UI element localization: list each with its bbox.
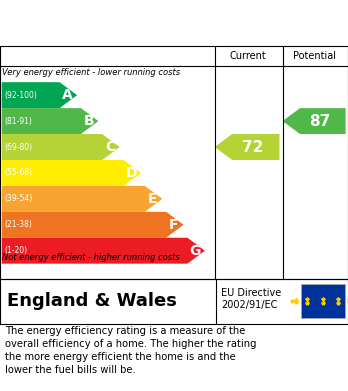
Text: B: B <box>84 114 94 128</box>
Text: Potential: Potential <box>293 51 337 61</box>
Text: 87: 87 <box>309 113 331 129</box>
Text: England & Wales: England & Wales <box>7 292 177 310</box>
Text: 72: 72 <box>243 140 264 154</box>
Text: Current: Current <box>230 51 266 61</box>
Text: (55-68): (55-68) <box>4 169 32 178</box>
Polygon shape <box>2 108 98 134</box>
Polygon shape <box>2 160 141 186</box>
Text: Energy Efficiency Rating: Energy Efficiency Rating <box>10 20 220 35</box>
Text: EU Directive
2002/91/EC: EU Directive 2002/91/EC <box>221 288 281 310</box>
Text: (39-54): (39-54) <box>4 194 32 203</box>
Text: D: D <box>126 166 137 180</box>
Polygon shape <box>2 186 162 212</box>
Polygon shape <box>2 238 205 264</box>
Polygon shape <box>215 134 279 160</box>
Text: G: G <box>190 244 201 258</box>
Text: Not energy efficient - higher running costs: Not energy efficient - higher running co… <box>2 253 180 262</box>
Text: C: C <box>105 140 115 154</box>
Polygon shape <box>2 82 77 108</box>
Text: F: F <box>169 218 179 232</box>
Polygon shape <box>2 134 120 160</box>
Text: (92-100): (92-100) <box>4 91 37 100</box>
Text: Very energy efficient - lower running costs: Very energy efficient - lower running co… <box>2 68 180 77</box>
Text: The energy efficiency rating is a measure of the
overall efficiency of a home. T: The energy efficiency rating is a measur… <box>5 326 257 375</box>
Text: E: E <box>148 192 157 206</box>
Text: (81-91): (81-91) <box>4 117 32 126</box>
Text: (1-20): (1-20) <box>4 246 27 255</box>
FancyBboxPatch shape <box>301 284 345 318</box>
Text: A: A <box>62 88 73 102</box>
Text: (69-80): (69-80) <box>4 142 32 151</box>
Polygon shape <box>2 212 184 238</box>
Text: (21-38): (21-38) <box>4 220 32 229</box>
Polygon shape <box>283 108 346 134</box>
